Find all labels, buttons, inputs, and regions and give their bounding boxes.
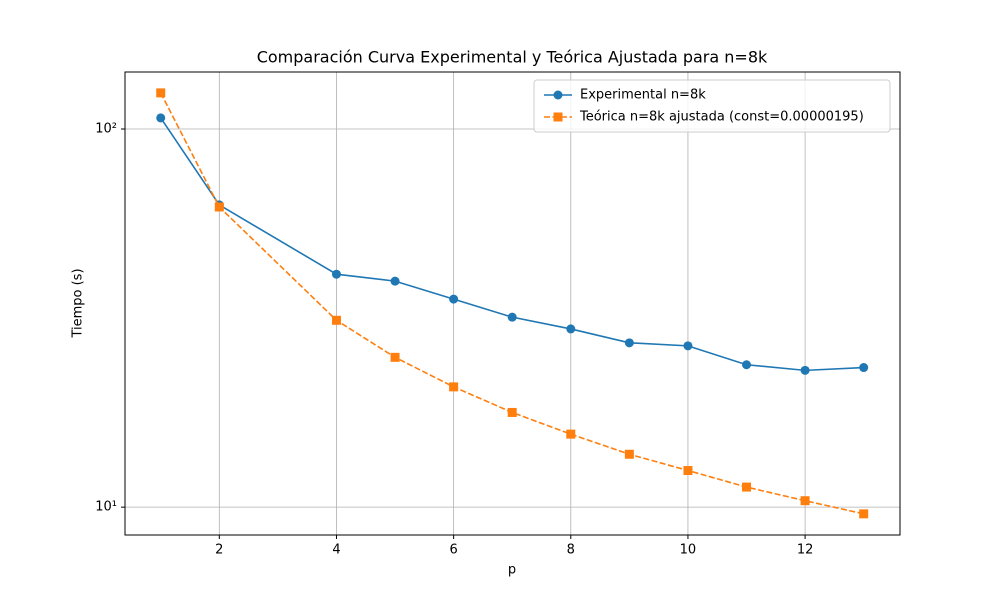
marker xyxy=(624,449,634,459)
legend-label: Teórica n=8k ajustada (const=0.00000195) xyxy=(579,110,864,125)
marker xyxy=(624,338,634,348)
marker xyxy=(507,407,517,417)
legend-marker xyxy=(553,112,563,122)
marker xyxy=(742,360,752,370)
marker xyxy=(449,382,459,392)
marker xyxy=(331,315,341,325)
marker xyxy=(800,365,810,375)
marker xyxy=(156,88,166,98)
marker xyxy=(331,269,341,279)
marker xyxy=(859,509,869,519)
marker xyxy=(156,113,166,123)
y-axis-label: Tiempo (s) xyxy=(71,268,86,338)
marker xyxy=(800,496,810,506)
marker xyxy=(390,276,400,286)
marker xyxy=(742,482,752,492)
legend-marker xyxy=(553,90,563,100)
x-tick-label: 6 xyxy=(449,543,457,558)
legend-box xyxy=(533,79,891,133)
marker xyxy=(507,312,517,322)
chart-title: Comparación Curva Experimental y Teórica… xyxy=(257,48,768,67)
y-tick-label: 10² xyxy=(95,122,117,137)
y-tick-label: 10¹ xyxy=(95,500,117,515)
x-tick-label: 2 xyxy=(215,543,223,558)
marker xyxy=(683,466,693,476)
x-axis-label: p xyxy=(508,563,516,578)
marker xyxy=(566,429,576,439)
x-tick-label: 4 xyxy=(332,543,340,558)
x-tick-label: 12 xyxy=(797,543,814,558)
marker xyxy=(390,352,400,362)
marker xyxy=(859,363,869,373)
marker xyxy=(683,341,693,351)
series-line xyxy=(160,92,864,515)
plot-frame xyxy=(124,71,901,536)
legend-label: Experimental n=8k xyxy=(580,88,706,103)
marker xyxy=(566,324,576,334)
marker xyxy=(449,294,459,304)
marker xyxy=(214,202,224,212)
x-tick-label: 10 xyxy=(680,543,697,558)
x-tick-label: 8 xyxy=(567,543,575,558)
series-line xyxy=(160,117,864,372)
